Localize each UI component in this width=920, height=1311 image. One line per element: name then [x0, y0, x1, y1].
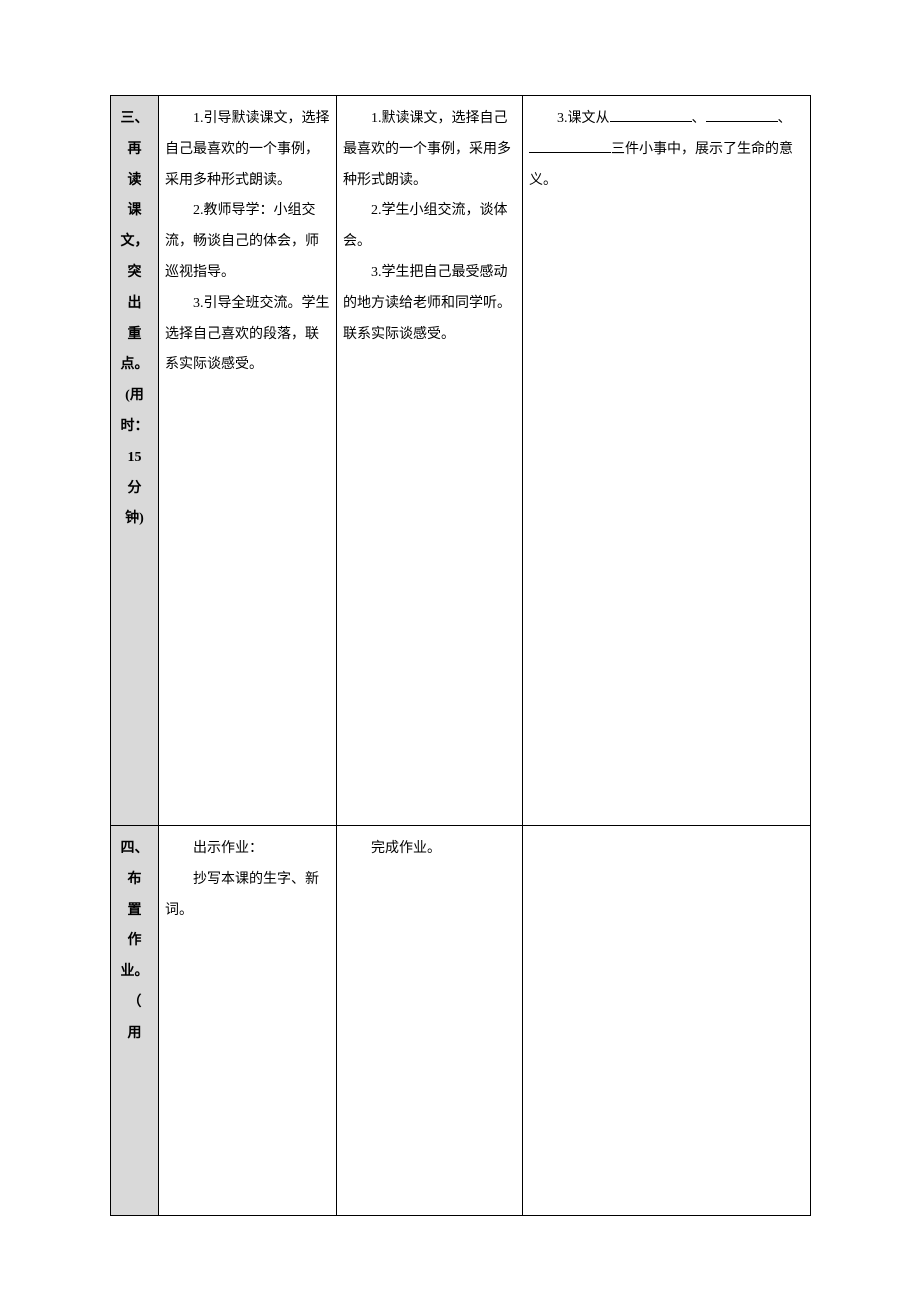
student-activity-cell: 1.默读课文，选择自己最喜欢的一个事例，采用多种形式朗读。 2.学生小组交流，谈… [337, 96, 523, 826]
lesson-plan-table: 三、 再 读 课 文， 突 出 重 点。 (用 时： 15 分 钟) 1.引导默… [110, 95, 811, 1216]
section-char: 四、 [117, 834, 152, 865]
exercise-text: 3.课文从 [557, 111, 610, 126]
section-char: 课 [117, 196, 152, 227]
section-char: 用 [117, 1019, 152, 1050]
section-char: （ [117, 988, 152, 1019]
section-char: 出 [117, 289, 152, 320]
section-char: 读 [117, 166, 152, 197]
section-char: 15 [117, 443, 152, 474]
student-paragraph: 完成作业。 [343, 834, 516, 865]
section-char: 突 [117, 258, 152, 289]
student-activity-cell: 完成作业。 [337, 826, 523, 1216]
section-char: 文， [117, 227, 152, 258]
section-header-cell: 三、 再 读 课 文， 突 出 重 点。 (用 时： 15 分 钟) [111, 96, 159, 826]
exercise-cell: 3.课文从、、三件小事中，展示了生命的意义。 [523, 96, 811, 826]
fill-blank [706, 108, 778, 122]
exercise-text: 、 [778, 111, 792, 126]
student-paragraph: 3.学生把自己最受感动的地方读给老师和同学听。联系实际谈感受。 [343, 258, 516, 350]
exercise-cell [523, 826, 811, 1216]
section-char: 布 [117, 865, 152, 896]
section-char: 重 [117, 320, 152, 351]
teacher-paragraph: 抄写本课的生字、新词。 [165, 865, 330, 927]
fill-blank [610, 108, 692, 122]
section-char: (用 [117, 381, 152, 412]
fill-blank [529, 139, 611, 153]
section-char: 时： [117, 412, 152, 443]
table-row: 三、 再 读 课 文， 突 出 重 点。 (用 时： 15 分 钟) 1.引导默… [111, 96, 811, 826]
section-char: 钟) [117, 504, 152, 535]
section-char: 三、 [117, 104, 152, 135]
section-char: 作 [117, 926, 152, 957]
exercise-text: 、 [692, 111, 706, 126]
section-char: 再 [117, 135, 152, 166]
section-header-cell: 四、 布 置 作 业。 （ 用 [111, 826, 159, 1216]
table-row: 四、 布 置 作 业。 （ 用 出示作业： 抄写本课的生字、新词。 完成作业。 [111, 826, 811, 1216]
teacher-paragraph: 出示作业： [165, 834, 330, 865]
teacher-activity-cell: 出示作业： 抄写本课的生字、新词。 [159, 826, 337, 1216]
section-char: 分 [117, 474, 152, 505]
section-char: 业。 [117, 957, 152, 988]
section-char: 置 [117, 896, 152, 927]
teacher-paragraph: 3.引导全班交流。学生选择自己喜欢的段落，联系实际谈感受。 [165, 289, 330, 381]
student-paragraph: 1.默读课文，选择自己最喜欢的一个事例，采用多种形式朗读。 [343, 104, 516, 196]
exercise-paragraph: 3.课文从、、三件小事中，展示了生命的意义。 [529, 104, 804, 196]
section-char: 点。 [117, 350, 152, 381]
teacher-activity-cell: 1.引导默读课文，选择自己最喜欢的一个事例，采用多种形式朗读。 2.教师导学：小… [159, 96, 337, 826]
teacher-paragraph: 2.教师导学：小组交流，畅谈自己的体会，师巡视指导。 [165, 196, 330, 288]
teacher-paragraph: 1.引导默读课文，选择自己最喜欢的一个事例，采用多种形式朗读。 [165, 104, 330, 196]
student-paragraph: 2.学生小组交流，谈体会。 [343, 196, 516, 258]
